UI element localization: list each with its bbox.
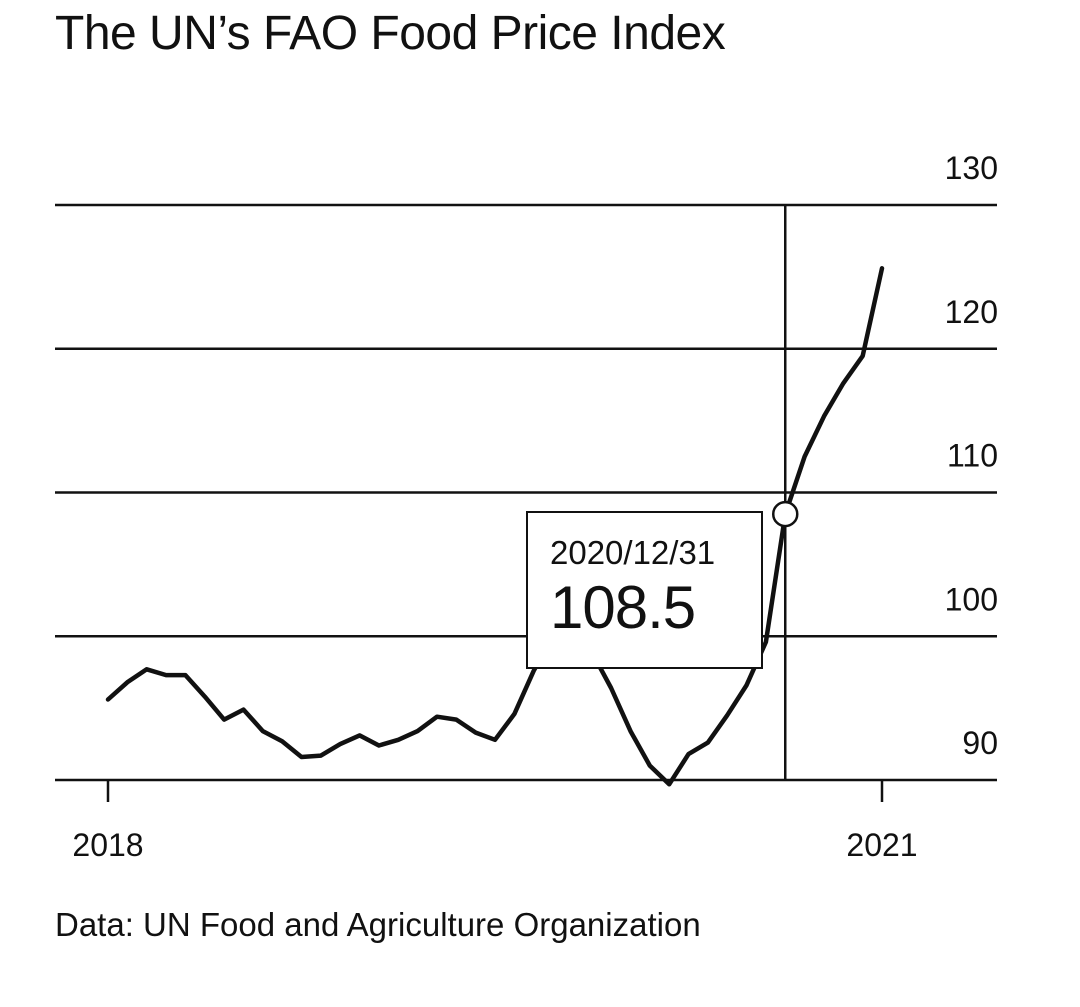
highlight-marker[interactable] [772, 500, 799, 528]
y-tick-label: 100 [945, 581, 998, 617]
y-tick-label: 130 [945, 150, 998, 186]
tooltip-value: 108.5 [550, 574, 696, 641]
y-tick-label: 110 [947, 438, 998, 474]
chart-title: The UN’s FAO Food Price Index [55, 7, 726, 60]
series-line[interactable] [105, 266, 885, 787]
y-axis-ticks: 130 120 110 100 90 [945, 150, 998, 761]
tooltip-date: 2020/12/31 [550, 534, 716, 571]
gridlines [55, 203, 997, 782]
data-tooltip: 2020/12/31 108.5 [526, 511, 763, 669]
y-tick-label: 90 [962, 725, 998, 761]
x-tick-label: 2021 [846, 827, 917, 863]
x-axis-ticks: 2018 2021 [72, 780, 918, 863]
y-tick-label: 120 [945, 294, 998, 330]
x-tick-label: 2018 [72, 827, 143, 863]
source-note: Data: UN Food and Agriculture Organizati… [55, 906, 701, 943]
